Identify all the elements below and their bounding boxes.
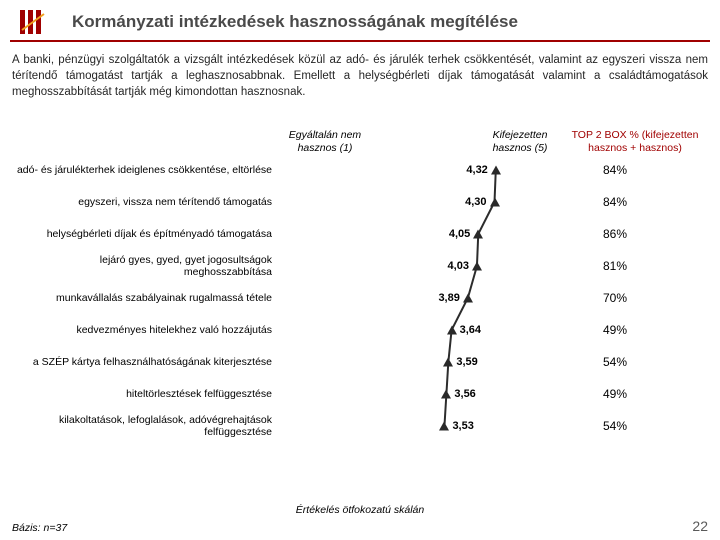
top2-value: 84% — [540, 195, 690, 209]
value-label: 3,59 — [456, 356, 477, 368]
chart-row: munkavállalás szabályainak rugalmassá té… — [10, 282, 710, 314]
intro-text: A banki, pénzügyi szolgáltatók a vizsgál… — [0, 42, 720, 106]
chart-row: helységbérleti díjak és építményadó támo… — [10, 218, 710, 250]
chart-row: lejáró gyes, gyed, gyet jogosultságok me… — [10, 250, 710, 282]
value-label: 3,89 — [438, 292, 459, 304]
logo — [18, 8, 52, 36]
chart-row: a SZÉP kártya felhasználhatóságának kite… — [10, 346, 710, 378]
row-plot: 4,05 — [280, 218, 540, 250]
value-label: 3,53 — [452, 420, 473, 432]
chart-rows: adó- és járulékterhek ideiglenes csökken… — [10, 154, 710, 442]
row-label: lejáró gyes, gyed, gyet jogosultságok me… — [10, 254, 280, 278]
row-plot: 4,30 — [280, 186, 540, 218]
top2-value: 84% — [540, 163, 690, 177]
value-label: 4,05 — [449, 228, 470, 240]
top2-value: 70% — [540, 291, 690, 305]
triangle-marker — [491, 166, 501, 175]
value-label: 4,30 — [465, 196, 486, 208]
chart-area: Egyáltalán nem hasznos (1) Kifejezetten … — [10, 110, 710, 442]
header: Kormányzati intézkedések hasznosságának … — [10, 0, 710, 42]
top2-value: 54% — [540, 355, 690, 369]
top2-value: 81% — [540, 259, 690, 273]
row-label: hiteltörlesztések felfüggesztése — [10, 388, 280, 400]
value-label: 3,64 — [460, 324, 481, 336]
triangle-marker — [439, 422, 449, 431]
value-label: 4,32 — [466, 164, 487, 176]
scale-left-label: Egyáltalán nem hasznos (1) — [280, 129, 370, 154]
scale-right-label: Kifejezetten hasznos (5) — [480, 129, 560, 154]
chart-row: kedvezményes hitelekhez való hozzájutás 3… — [10, 314, 710, 346]
triangle-marker — [473, 230, 483, 239]
footnote: Értékelés ötfokozatú skálán — [296, 504, 424, 516]
page-number: 22 — [692, 518, 708, 534]
footer: Bázis: n=37 Értékelés ötfokozatú skálán … — [12, 518, 708, 534]
top2-value: 49% — [540, 387, 690, 401]
row-plot: 3,53 — [280, 410, 540, 442]
row-plot: 3,64 — [280, 314, 540, 346]
row-plot: 3,89 — [280, 282, 540, 314]
triangle-marker — [447, 326, 457, 335]
row-label: helységbérleti díjak és építményadó támo… — [10, 228, 280, 240]
chart-row: egyszeri, vissza nem térítendő támogatás… — [10, 186, 710, 218]
row-plot: 4,32 — [280, 154, 540, 186]
triangle-marker — [443, 358, 453, 367]
row-plot: 4,03 — [280, 250, 540, 282]
basis-text: Bázis: n=37 — [12, 522, 67, 534]
triangle-marker — [472, 262, 482, 271]
row-plot: 3,56 — [280, 378, 540, 410]
column-headers: Egyáltalán nem hasznos (1) Kifejezetten … — [10, 110, 710, 154]
slide-title: Kormányzati intézkedések hasznosságának … — [72, 12, 518, 32]
row-label: egyszeri, vissza nem térítendő támogatás — [10, 196, 280, 208]
chart-row: kilakoltatások, lefoglalások, adóvégreha… — [10, 410, 710, 442]
triangle-marker — [463, 294, 473, 303]
top2-value: 86% — [540, 227, 690, 241]
top2-value: 49% — [540, 323, 690, 337]
row-label: munkavállalás szabályainak rugalmassá té… — [10, 292, 280, 304]
row-label: kilakoltatások, lefoglalások, adóvégreha… — [10, 414, 280, 438]
top2-value: 54% — [540, 419, 690, 433]
value-label: 3,56 — [454, 388, 475, 400]
triangle-marker — [441, 390, 451, 399]
row-plot: 3,59 — [280, 346, 540, 378]
triangle-marker — [490, 198, 500, 207]
top2-header: TOP 2 BOX % (kifejezetten hasznos + hasz… — [560, 129, 710, 154]
chart-row: adó- és járulékterhek ideiglenes csökken… — [10, 154, 710, 186]
row-label: kedvezményes hitelekhez való hozzájutás — [10, 324, 280, 336]
row-label: a SZÉP kártya felhasználhatóságának kite… — [10, 356, 280, 368]
chart-row: hiteltörlesztések felfüggesztése 3,56 49% — [10, 378, 710, 410]
row-label: adó- és járulékterhek ideiglenes csökken… — [10, 164, 280, 176]
value-label: 4,03 — [448, 260, 469, 272]
